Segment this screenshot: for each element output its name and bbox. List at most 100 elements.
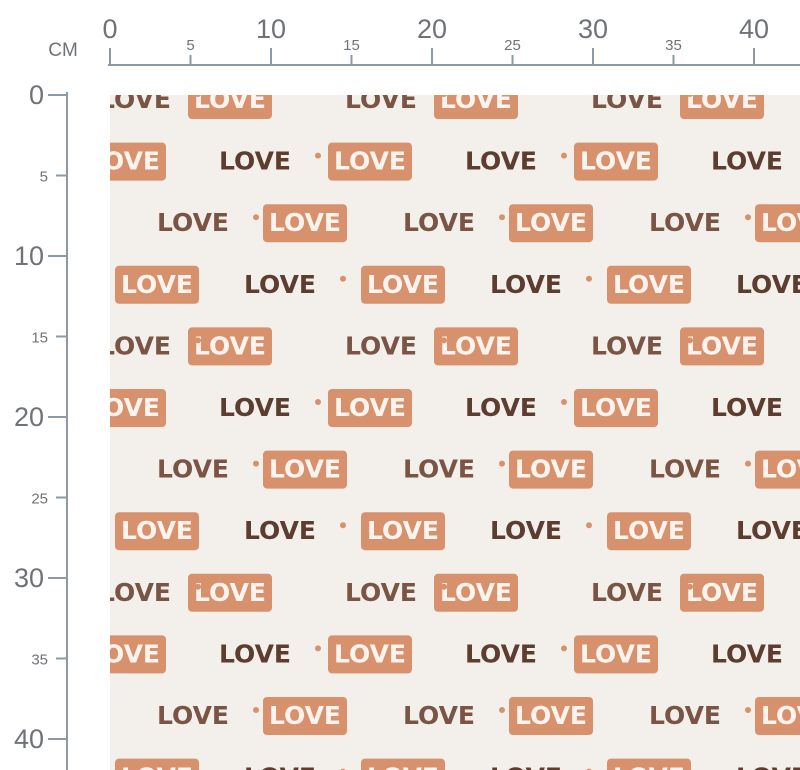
- top-ruler-label: 20: [417, 14, 447, 44]
- heart: [195, 583, 201, 590]
- love-word: LOVE: [761, 208, 800, 237]
- love-box: [17, 451, 101, 489]
- heart: [195, 95, 201, 97]
- love-word: LOVE: [23, 455, 95, 484]
- heart: [586, 522, 592, 529]
- love-word: LOVE: [99, 578, 171, 607]
- love-word: LOVE: [440, 578, 512, 607]
- left-ruler-label: 0: [29, 80, 44, 110]
- love-word: LOVE: [440, 85, 512, 114]
- love-word: LOVE: [269, 208, 341, 237]
- heart: [340, 522, 346, 529]
- love-box: [607, 265, 691, 304]
- love-box: [115, 265, 199, 304]
- love-word: LOVE: [711, 147, 783, 176]
- love-word: LOVE: [99, 85, 171, 114]
- love-box: [574, 142, 658, 181]
- love-word: LOVE: [88, 639, 160, 668]
- heart: [69, 645, 75, 651]
- love-word: LOVE: [194, 85, 266, 114]
- love-word: LOVE: [367, 516, 439, 545]
- love-word: LOVE: [269, 701, 341, 730]
- love-word: LOVE: [490, 270, 562, 299]
- top-ruler-label: 5: [186, 37, 194, 54]
- pattern: LOVE LOVE LOVE LOVE LOVE LOVE LOVE LOVE LOVE LOVE…: [0, 85, 800, 770]
- love-word: LOVE: [649, 455, 721, 484]
- love-word: LOVE: [334, 147, 406, 176]
- love-word: LOVE: [515, 208, 587, 237]
- love-word: LOVE: [736, 516, 800, 545]
- heart: [561, 152, 567, 159]
- top-ruler-label: 15: [343, 37, 360, 54]
- love-word: LOVE: [591, 85, 663, 114]
- love-word: LOVE: [219, 147, 291, 176]
- heart: [687, 583, 693, 590]
- love-box: [263, 204, 347, 243]
- heart: [499, 707, 505, 713]
- heart: [315, 152, 321, 159]
- love-box: [434, 573, 518, 612]
- love-box: [434, 95, 518, 119]
- heart: [7, 461, 13, 467]
- love-word: LOVE: [711, 639, 783, 668]
- left-ruler-label: 35: [31, 652, 48, 669]
- love-word: LOVE: [591, 578, 663, 607]
- love-box: [115, 512, 199, 551]
- love-word: LOVE: [649, 208, 721, 237]
- love-word: LOVE: [345, 578, 417, 607]
- love-word: LOVE: [649, 701, 721, 730]
- left-ruler-label: 40: [14, 724, 44, 754]
- love-box: [607, 758, 691, 770]
- heart: [561, 399, 567, 405]
- heart: [69, 153, 75, 159]
- heart: [561, 645, 567, 652]
- love-box: [110, 389, 166, 427]
- heart: [745, 707, 751, 713]
- love-box: [0, 327, 26, 365]
- heart: [586, 275, 592, 282]
- left-ruler-label: 5: [40, 169, 48, 186]
- love-word: LOVE: [345, 85, 417, 114]
- love-word: LOVE: [0, 85, 20, 114]
- love-word: LOVE: [403, 455, 475, 484]
- heart: [7, 214, 13, 220]
- love-word: LOVE: [334, 639, 406, 668]
- love-word: LOVE: [515, 455, 587, 484]
- heart: [687, 95, 693, 97]
- love-word: LOVE: [194, 331, 266, 360]
- love-word: LOVE: [403, 208, 475, 237]
- top-ruler-label: 25: [504, 37, 521, 54]
- love-word: LOVE: [736, 270, 800, 299]
- heart: [253, 460, 259, 467]
- love-word: LOVE: [367, 270, 439, 299]
- love-word: LOVE: [761, 701, 800, 730]
- love-word: LOVE: [580, 393, 652, 422]
- love-word: LOVE: [269, 455, 341, 484]
- heart: [340, 275, 346, 282]
- love-word: LOVE: [23, 208, 95, 237]
- love-word: LOVE: [613, 763, 685, 770]
- heart: [687, 337, 693, 344]
- love-word: LOVE: [121, 516, 193, 545]
- love-box: [328, 635, 412, 674]
- love-word: LOVE: [88, 147, 160, 176]
- love-word: LOVE: [686, 578, 758, 607]
- love-box: [188, 327, 272, 366]
- heart: [441, 583, 447, 590]
- love-box: [361, 512, 445, 551]
- love-box: [509, 697, 593, 735]
- love-word: LOVE: [157, 701, 229, 730]
- love-word: LOVE: [465, 639, 537, 668]
- love-word: LOVE: [244, 270, 316, 299]
- fabric: [110, 95, 800, 770]
- love-word: LOVE: [244, 516, 316, 545]
- love-box: [110, 142, 166, 181]
- love-word: LOVE: [88, 393, 160, 422]
- unit-label: CM: [48, 40, 78, 61]
- love-word: LOVE: [465, 147, 537, 176]
- love-box: [574, 635, 658, 674]
- love-box: [680, 327, 764, 366]
- love-box: [361, 758, 445, 770]
- love-box: [680, 95, 764, 119]
